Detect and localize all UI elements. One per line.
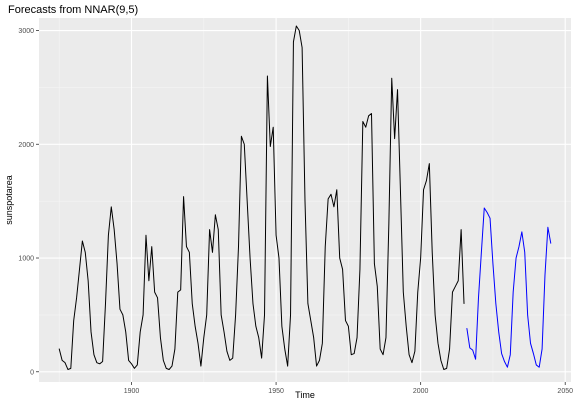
x-axis-label: Time xyxy=(295,390,315,400)
y-tick-label: 1000 xyxy=(18,256,34,263)
axis-ticks: 1900 1950 2000 2050 0 1000 2000 3000 xyxy=(18,28,573,395)
observed-series-line xyxy=(58,25,465,370)
forecast-series-line xyxy=(466,207,552,368)
major-gridlines xyxy=(39,18,571,382)
chart-title: Forecasts from NNAR(9,5) xyxy=(8,4,138,16)
x-tick-label: 1950 xyxy=(268,388,284,395)
series-layer xyxy=(58,25,552,370)
y-axis-label: sunspotarea xyxy=(4,175,14,225)
y-tick-label: 2000 xyxy=(18,142,34,149)
x-tick-label: 2000 xyxy=(413,388,429,395)
y-tick-label: 3000 xyxy=(18,28,34,35)
x-tick-label: 1900 xyxy=(124,388,140,395)
x-tick-label: 2050 xyxy=(557,388,573,395)
y-tick-label: 0 xyxy=(30,369,34,376)
